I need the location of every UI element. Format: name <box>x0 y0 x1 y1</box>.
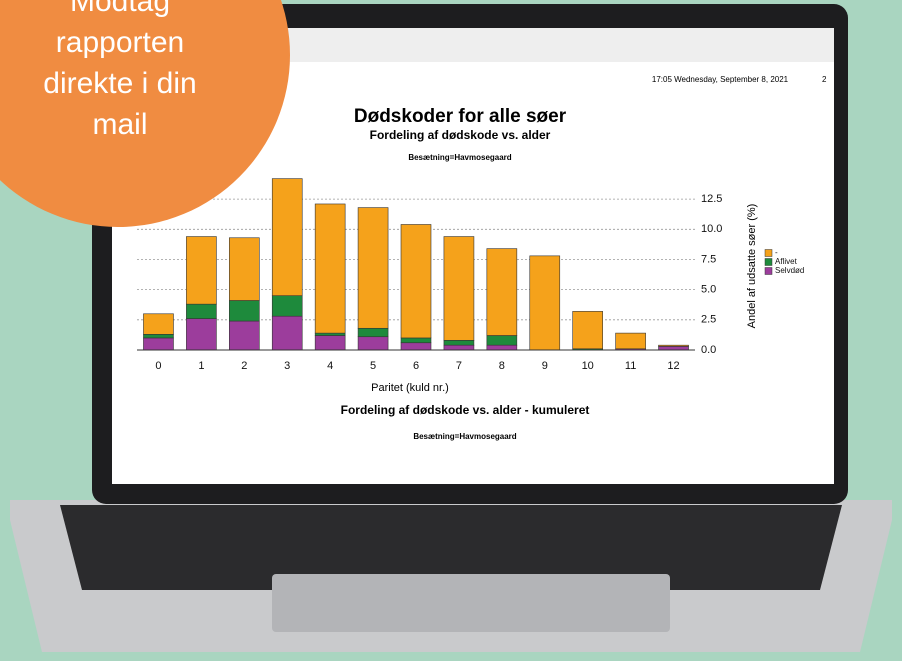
x-tick-label: 10 <box>582 360 594 372</box>
bar-segment <box>487 345 517 350</box>
bar-segment <box>272 316 302 350</box>
annotation: Besætning=Havmosegaard <box>408 153 511 162</box>
bar-segment <box>444 340 474 345</box>
bar-segment <box>573 311 603 348</box>
bar-segment <box>358 328 388 336</box>
legend-swatch <box>765 250 772 257</box>
legend-label: - <box>775 248 778 257</box>
page-number: 2 <box>822 75 827 84</box>
banner-line: mail <box>92 108 147 141</box>
y-tick-label: 5.0 <box>701 284 716 296</box>
bar-segment <box>401 224 431 337</box>
x-tick-label: 1 <box>198 360 204 372</box>
timestamp: 17:05 Wednesday, September 8, 2021 <box>652 75 789 84</box>
bar-segment <box>229 238 259 301</box>
banner-line: Modtag <box>70 0 170 18</box>
next-title: Fordeling af dødskode vs. alder - kumule… <box>341 403 590 417</box>
trackpad <box>272 574 670 632</box>
bar-segment <box>487 249 517 336</box>
banner-line: rapporten <box>56 26 184 59</box>
chart-subtitle: Fordeling af dødskode vs. alder <box>370 128 551 142</box>
y-tick-label: 7.5 <box>701 253 716 265</box>
y-tick-label: 0.0 <box>701 344 716 356</box>
bar-segment <box>315 204 345 333</box>
chart-title: Dødskoder for alle søer <box>354 106 567 127</box>
x-tick-label: 8 <box>499 360 505 372</box>
x-axis-label: Paritet (kuld nr.) <box>371 382 449 394</box>
next-annotation: Besætning=Havmosegaard <box>413 432 516 441</box>
x-tick-label: 9 <box>542 360 548 372</box>
bar-segment <box>186 237 216 305</box>
y-tick-label: 12.5 <box>701 193 722 205</box>
bar-segment <box>444 345 474 350</box>
bar-segment <box>444 237 474 341</box>
banner-line: direkte i din <box>43 67 196 100</box>
bar-segment <box>358 337 388 350</box>
legend-label: Aflivet <box>775 257 798 266</box>
bar-segment <box>487 336 517 346</box>
x-tick-label: 6 <box>413 360 419 372</box>
bar-segment <box>186 304 216 318</box>
y-tick-label: 2.5 <box>701 314 716 326</box>
bar-segment <box>315 333 345 335</box>
bar-segment <box>229 321 259 350</box>
bar-segment <box>143 334 173 338</box>
bar-segment <box>401 338 431 343</box>
bar-segment <box>143 338 173 350</box>
bar-segment <box>143 314 173 335</box>
x-tick-label: 2 <box>241 360 247 372</box>
x-tick-label: 4 <box>327 360 333 372</box>
legend-swatch <box>765 259 772 266</box>
x-tick-label: 11 <box>625 360 636 372</box>
scene: 17:05 Wednesday, September 8, 2021 2 Død… <box>0 0 902 661</box>
bar-segment <box>358 208 388 329</box>
bar-segment <box>616 333 646 349</box>
bar-segment <box>401 343 431 350</box>
x-tick-label: 7 <box>456 360 462 372</box>
bar-segment <box>315 336 345 350</box>
x-tick-label: 12 <box>667 360 679 372</box>
legend-swatch <box>765 268 772 275</box>
x-tick-label: 5 <box>370 360 376 372</box>
x-tick-label: 3 <box>284 360 290 372</box>
bar-segment <box>186 319 216 350</box>
bar-segment <box>530 256 560 350</box>
y-axis-label: Andel af udsatte søer (%) <box>746 204 758 329</box>
y-tick-label: 10.0 <box>701 223 722 235</box>
bar-segment <box>229 301 259 322</box>
x-tick-label: 0 <box>155 360 161 372</box>
bar-segment <box>659 346 689 350</box>
bar-segment <box>272 296 302 317</box>
bar-segment <box>272 179 302 296</box>
legend-label: Selvdød <box>775 266 804 275</box>
bar-segment <box>659 345 689 346</box>
